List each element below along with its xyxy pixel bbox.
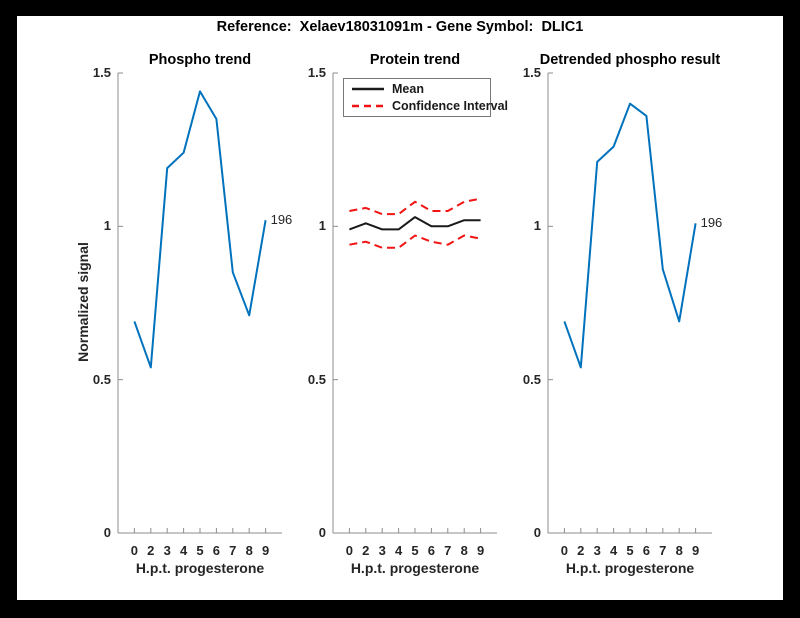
x-tick-label: 2 xyxy=(147,543,155,558)
legend-box: Mean Confidence Interval xyxy=(343,78,508,117)
legend-dashed-swatch-icon xyxy=(352,104,384,107)
x-tick-label: 5 xyxy=(626,543,634,558)
subplot-title: Phospho trend xyxy=(148,52,252,68)
figure-title: Reference: Xelaev18031091m - Gene Symbol… xyxy=(216,19,584,35)
y-tick-label: 0 xyxy=(533,525,541,540)
x-tick-label: 8 xyxy=(460,543,468,558)
x-tick-label: 9 xyxy=(476,543,485,558)
y-axis-label: Normalized signal xyxy=(75,242,91,362)
x-axis-label: H.p.t. progesterone xyxy=(350,560,480,576)
legend-item: Confidence Interval xyxy=(344,98,508,115)
x-tick-label: 8 xyxy=(245,543,253,558)
confidence-upper-line xyxy=(349,197,481,216)
x-tick-label: 5 xyxy=(411,543,419,558)
y-tick-label: 0.5 xyxy=(92,371,111,387)
detrended-phospho-signal-line xyxy=(563,102,697,369)
x-tick-label: 2 xyxy=(362,543,370,558)
y-tick-label: 0 xyxy=(103,525,111,540)
y-tick-label: 1 xyxy=(533,218,541,234)
series-end-label: 196 xyxy=(270,212,293,228)
x-tick-label: 0 xyxy=(560,543,568,558)
x-tick-label: 3 xyxy=(163,543,171,558)
y-tick-label: 0.5 xyxy=(522,371,541,387)
legend-solid-swatch-icon xyxy=(352,88,384,91)
x-axis-label: H.p.t. progesterone xyxy=(565,560,695,576)
y-tick-label: 1.5 xyxy=(522,65,541,80)
x-tick-label: 5 xyxy=(196,543,204,558)
phospho-signal-line xyxy=(133,90,267,369)
x-tick-label: 7 xyxy=(659,543,667,558)
x-tick-label: 6 xyxy=(212,543,220,558)
confidence-lower-line xyxy=(349,234,481,249)
x-tick-label: 3 xyxy=(593,543,601,558)
series-end-label: 196 xyxy=(700,215,723,231)
y-tick-label: 1 xyxy=(318,218,326,234)
x-tick-label: 0 xyxy=(345,543,353,558)
figure-canvas: Reference: Xelaev18031091m - Gene Symbol… xyxy=(17,16,783,600)
y-tick-label: 1.5 xyxy=(307,65,326,80)
y-tick-label: 1.5 xyxy=(92,65,111,80)
x-tick-label: 7 xyxy=(229,543,237,558)
x-tick-label: 3 xyxy=(378,543,386,558)
y-tick-label: 0 xyxy=(318,525,326,540)
x-tick-label: 0 xyxy=(130,543,138,558)
x-tick-label: 4 xyxy=(179,543,188,558)
plots-layer xyxy=(117,72,712,534)
x-tick-label: 4 xyxy=(394,543,403,558)
x-tick-label: 6 xyxy=(427,543,435,558)
x-tick-label: 8 xyxy=(675,543,683,558)
subplot-title: Detrended phospho result xyxy=(539,52,721,68)
x-tick-label: 9 xyxy=(261,543,270,558)
x-tick-label: 2 xyxy=(577,543,585,558)
mean-line xyxy=(349,216,481,231)
x-tick-label: 4 xyxy=(609,543,618,558)
y-tick-label: 0.5 xyxy=(307,371,326,387)
subplot-title: Protein trend xyxy=(369,52,461,68)
legend-item: Mean xyxy=(344,81,490,98)
x-tick-label: 7 xyxy=(444,543,452,558)
legend-label: Confidence Interval xyxy=(392,98,508,113)
y-tick-label: 1 xyxy=(103,218,111,234)
legend-label: Mean xyxy=(392,82,424,97)
x-axis-label: H.p.t. progesterone xyxy=(135,560,265,576)
x-tick-label: 9 xyxy=(691,543,700,558)
x-tick-label: 6 xyxy=(642,543,650,558)
